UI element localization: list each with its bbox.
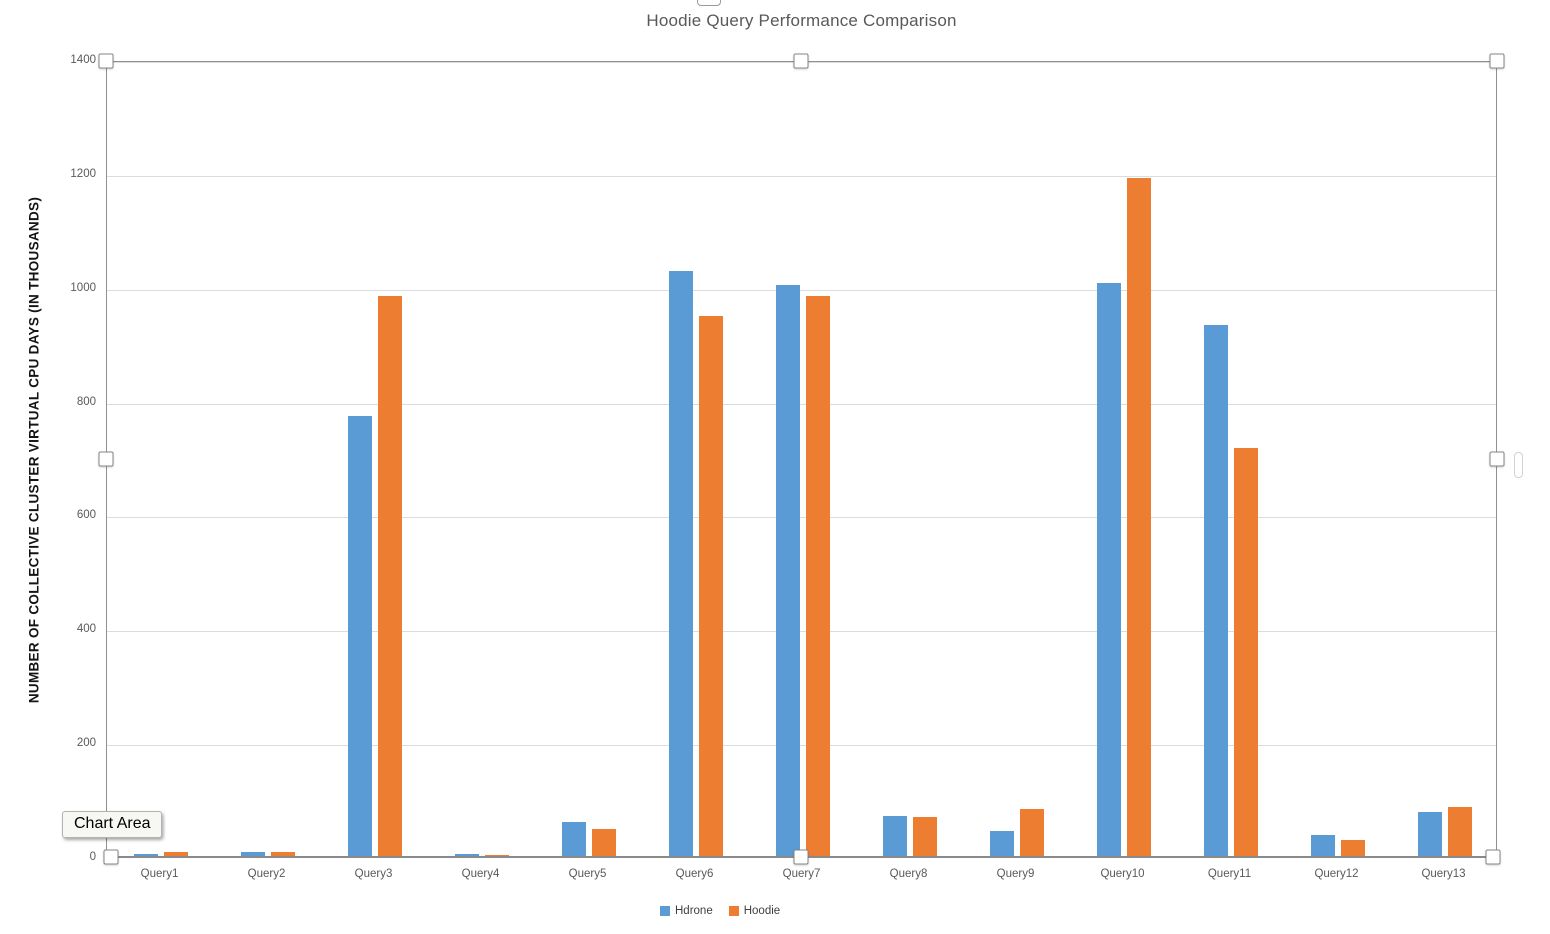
- x-tick-label: Query6: [675, 868, 714, 880]
- selection-handle-top-center[interactable]: [793, 53, 809, 69]
- bar-hoodie-query9[interactable]: [1019, 809, 1044, 857]
- bar-hdrone-query6[interactable]: [668, 270, 693, 857]
- bar-hoodie-query8[interactable]: [912, 816, 937, 857]
- y-tick-label: 1200: [70, 167, 96, 180]
- bar-hoodie-query5[interactable]: [591, 828, 616, 857]
- bar-hdrone-query7[interactable]: [775, 284, 800, 857]
- bar-hdrone-query10[interactable]: [1096, 283, 1121, 857]
- bar-hoodie-query3[interactable]: [377, 296, 402, 857]
- legend-label-hdrone: Hdrone: [675, 905, 713, 917]
- x-tick-label: Query4: [461, 868, 500, 880]
- bar-hdrone-query9[interactable]: [989, 830, 1014, 857]
- bar-hoodie-query7[interactable]: [805, 296, 830, 857]
- x-tick-label: Query11: [1207, 868, 1252, 880]
- gridline: [107, 745, 1496, 747]
- selection-handle-bottom-left[interactable]: [103, 849, 119, 865]
- y-tick-label: 600: [76, 509, 96, 522]
- x-tick-label: Query13: [1421, 868, 1466, 880]
- plot-area[interactable]: [106, 61, 1497, 858]
- bar-hoodie-query13[interactable]: [1447, 806, 1472, 857]
- bar-hdrone-query3[interactable]: [347, 415, 372, 857]
- x-tick-label: Query5: [568, 868, 607, 880]
- y-tick-label: 0: [89, 851, 96, 863]
- bar-hdrone-query5[interactable]: [561, 821, 586, 857]
- gridline: [107, 517, 1496, 519]
- selection-handle-middle-left[interactable]: [98, 451, 114, 467]
- bar-hoodie-query11[interactable]: [1233, 448, 1258, 857]
- x-tick-label: Query3: [354, 868, 393, 880]
- y-axis-title: NUMBER OF COLLECTIVE CLUSTER VIRTUAL CPU…: [26, 196, 42, 704]
- selection-handle-top-left[interactable]: [98, 53, 114, 69]
- bar-hoodie-query4[interactable]: [484, 854, 509, 857]
- bar-hoodie-query6[interactable]: [698, 316, 723, 857]
- selection-handle-top-right[interactable]: [1489, 53, 1505, 69]
- gridline: [107, 403, 1496, 405]
- bar-hoodie-query2[interactable]: [270, 852, 295, 857]
- clipped-handle-top: [697, 0, 721, 6]
- y-tick-label: 400: [76, 623, 96, 636]
- legend-swatch-hoodie-icon: [728, 906, 739, 916]
- bar-hoodie-query10[interactable]: [1126, 177, 1151, 857]
- x-tick-label: Query7: [782, 868, 821, 880]
- bar-hdrone-query1[interactable]: [133, 854, 158, 857]
- bar-hdrone-query13[interactable]: [1417, 812, 1442, 857]
- y-tick-label: 800: [76, 395, 96, 408]
- gridline: [107, 175, 1496, 177]
- bar-hoodie-query1[interactable]: [163, 851, 188, 857]
- selection-handle-bottom-center[interactable]: [793, 849, 809, 865]
- chart-title: Hoodie Query Performance Comparison: [646, 11, 957, 30]
- legend-item-hoodie[interactable]: Hoodie: [728, 905, 781, 917]
- bar-hdrone-query2[interactable]: [240, 851, 265, 857]
- legend-label-hoodie: Hoodie: [743, 905, 781, 917]
- bar-hdrone-query11[interactable]: [1203, 324, 1228, 857]
- selection-handle-middle-right[interactable]: [1489, 451, 1505, 467]
- y-tick-label: 200: [76, 737, 96, 750]
- bar-hdrone-query4[interactable]: [454, 854, 479, 857]
- gridline: [107, 631, 1496, 633]
- chart-area-tooltip: Chart Area: [62, 811, 163, 838]
- bar-hoodie-query12[interactable]: [1340, 839, 1365, 857]
- x-tick-label: Query9: [996, 868, 1035, 880]
- selection-handle-bottom-right[interactable]: [1485, 849, 1501, 865]
- x-tick-label: Query12: [1314, 868, 1359, 880]
- bar-hdrone-query12[interactable]: [1310, 834, 1335, 857]
- gridline: [107, 289, 1496, 291]
- x-tick-label: Query1: [140, 868, 179, 880]
- y-tick-label: 1000: [70, 281, 96, 294]
- y-tick-label: 1400: [70, 54, 96, 66]
- legend-swatch-hdrone-icon: [660, 906, 670, 916]
- x-tick-label: Query10: [1100, 868, 1145, 880]
- legend-item-hdrone[interactable]: Hdrone: [660, 905, 713, 917]
- x-tick-label: Query2: [247, 868, 286, 880]
- faint-edge-artifact: [1514, 452, 1523, 478]
- legend: Hdrone Hoodie: [660, 905, 780, 917]
- bar-hdrone-query8[interactable]: [882, 816, 907, 857]
- x-tick-label: Query8: [889, 868, 928, 880]
